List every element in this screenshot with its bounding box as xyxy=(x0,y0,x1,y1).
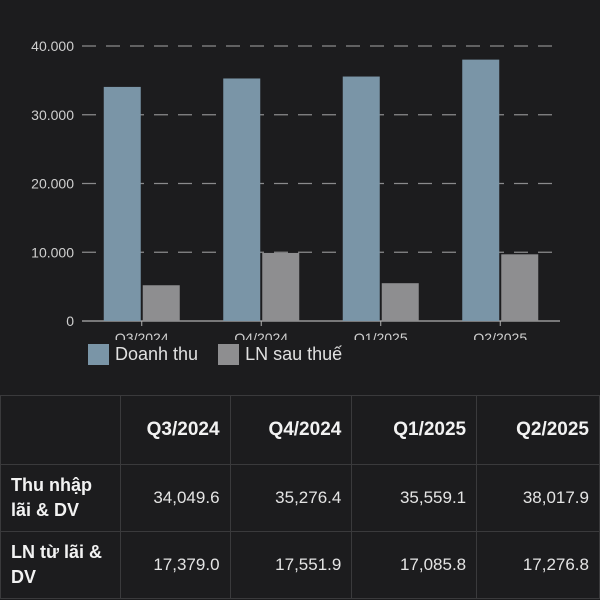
y-tick-label: 0 xyxy=(66,313,74,329)
table-header-cell: Q3/2024 xyxy=(119,395,231,465)
y-tick-label: 10.000 xyxy=(31,244,74,260)
table-cell: 17,379.0 xyxy=(119,531,231,599)
table-header-row: Q3/2024 Q4/2024 Q1/2025 Q2/2025 xyxy=(0,395,600,465)
bar-ln-sau-thue xyxy=(501,254,539,321)
x-tick-label: Q1/2025 xyxy=(354,330,408,340)
table-cell: 17,551.9 xyxy=(229,531,353,599)
table-header-cell: Q2/2025 xyxy=(476,395,600,465)
legend-swatch-ln-sau-thue xyxy=(218,344,240,365)
bar-doanh-thu xyxy=(103,86,141,321)
chart-area: 40.000 30.000 20.000 10.000 0 Q3/2024 Q4/2024 Q… xyxy=(31,38,560,365)
y-tick-label: 30.000 xyxy=(31,107,74,123)
table-cell: 38,017.9 xyxy=(476,464,600,532)
legend-item-ln-sau-thue: LN sau thuế xyxy=(218,344,342,365)
x-tick-label: Q3/2024 xyxy=(115,330,169,340)
table-header-cell: Q4/2024 xyxy=(229,395,353,465)
x-tick-label: Q4/2024 xyxy=(234,330,288,340)
bar-doanh-thu xyxy=(462,59,500,321)
table-cell: 17,276.8 xyxy=(476,531,600,599)
table-cell: 17,085.8 xyxy=(351,531,478,599)
legend-label-doanh-thu: Doanh thu xyxy=(115,344,199,364)
table-cell: 34,049.6 xyxy=(119,464,231,532)
table-row: Thu nhập lãi & DV 34,049.6 35,276.4 35,5… xyxy=(0,464,600,532)
table-cell: 35,276.4 xyxy=(229,464,353,532)
table-header-cell xyxy=(0,395,121,465)
bar-ln-sau-thue xyxy=(381,283,419,321)
table-row: LN từ lãi & DV 17,379.0 17,551.9 17,085.… xyxy=(0,531,600,599)
data-table: Q3/2024 Q4/2024 Q1/2025 Q2/2025 Thu nhập… xyxy=(0,395,600,599)
bar-ln-sau-thue xyxy=(262,252,300,321)
y-tick-label: 20.000 xyxy=(31,176,74,192)
table-header-cell: Q1/2025 xyxy=(351,395,478,465)
bar-chart: 40.000 30.000 20.000 10.000 0 Q3/2024 Q4/2024 Q… xyxy=(31,38,560,340)
y-tick-label: 40.000 xyxy=(31,38,74,54)
bar-doanh-thu xyxy=(223,78,261,321)
bar-doanh-thu xyxy=(342,76,380,321)
legend-item-doanh-thu: Doanh thu xyxy=(88,344,198,365)
legend-label-ln-sau-thue: LN sau thuế xyxy=(245,344,343,364)
row-label: Thu nhập lãi & DV xyxy=(0,464,121,532)
x-tick-label: Q2/2025 xyxy=(473,330,527,340)
legend: Doanh thu LN sau thuế xyxy=(88,344,362,365)
row-label: LN từ lãi & DV xyxy=(0,531,121,599)
bar-ln-sau-thue xyxy=(142,285,180,321)
table-cell: 35,559.1 xyxy=(351,464,478,532)
legend-swatch-doanh-thu xyxy=(88,344,109,365)
